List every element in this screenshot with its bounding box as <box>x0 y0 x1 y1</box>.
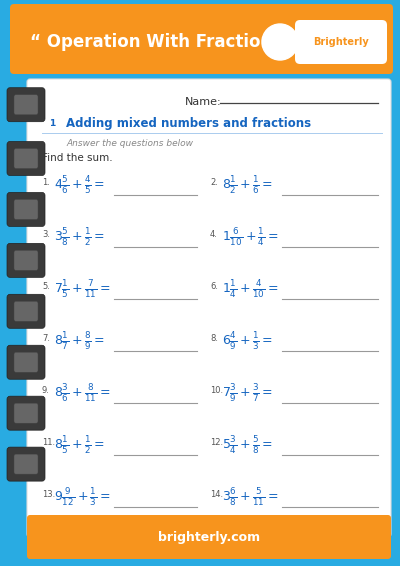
Text: Brighterly: Brighterly <box>313 37 369 47</box>
Text: Answer the questions below: Answer the questions below <box>66 139 193 148</box>
Text: “ Operation With Fractions: “ Operation With Fractions <box>30 33 282 51</box>
Text: Adding mixed numbers and fractions: Adding mixed numbers and fractions <box>66 118 311 131</box>
FancyBboxPatch shape <box>295 20 387 64</box>
FancyBboxPatch shape <box>7 88 45 122</box>
FancyBboxPatch shape <box>14 148 38 169</box>
FancyBboxPatch shape <box>7 243 45 277</box>
Text: 4.: 4. <box>210 230 218 239</box>
Text: $5\frac{3}{4} + \frac{5}{8} =$: $5\frac{3}{4} + \frac{5}{8} =$ <box>222 434 273 456</box>
FancyBboxPatch shape <box>14 301 38 321</box>
Text: 14.: 14. <box>210 490 223 499</box>
Text: $3\frac{6}{8} + \frac{5}{11} =$: $3\frac{6}{8} + \frac{5}{11} =$ <box>222 486 279 508</box>
Text: 5.: 5. <box>42 282 50 291</box>
Text: 6.: 6. <box>210 282 218 291</box>
FancyBboxPatch shape <box>14 95 38 115</box>
Text: 8.: 8. <box>210 334 218 343</box>
Text: $8\frac{1}{5} + \frac{1}{2} =$: $8\frac{1}{5} + \frac{1}{2} =$ <box>54 434 105 456</box>
FancyBboxPatch shape <box>14 250 38 271</box>
Text: $8\frac{1}{7} + \frac{8}{9} =$: $8\frac{1}{7} + \frac{8}{9} =$ <box>54 330 105 352</box>
Text: $1\frac{1}{4} + \frac{4}{10} =$: $1\frac{1}{4} + \frac{4}{10} =$ <box>222 278 279 300</box>
Circle shape <box>262 24 298 60</box>
Text: $7\frac{1}{5} + \frac{7}{11} =$: $7\frac{1}{5} + \frac{7}{11} =$ <box>54 278 111 300</box>
Text: $6\frac{4}{9} + \frac{1}{3} =$: $6\frac{4}{9} + \frac{1}{3} =$ <box>222 330 273 352</box>
Text: $8\frac{3}{6} + \frac{8}{11} =$: $8\frac{3}{6} + \frac{8}{11} =$ <box>54 382 111 404</box>
Text: 11.: 11. <box>42 438 55 447</box>
Text: $3\frac{5}{8} + \frac{1}{2} =$: $3\frac{5}{8} + \frac{1}{2} =$ <box>54 226 105 248</box>
Text: 13.: 13. <box>42 490 55 499</box>
FancyBboxPatch shape <box>7 192 45 226</box>
Text: $9\frac{9}{12} + \frac{1}{3} =$: $9\frac{9}{12} + \frac{1}{3} =$ <box>54 486 111 508</box>
FancyBboxPatch shape <box>14 403 38 423</box>
Text: $4\frac{5}{6} + \frac{4}{5} =$: $4\frac{5}{6} + \frac{4}{5} =$ <box>54 174 105 196</box>
FancyBboxPatch shape <box>7 294 45 328</box>
FancyBboxPatch shape <box>7 396 45 430</box>
Text: Name:: Name: <box>185 97 222 107</box>
Text: 3.: 3. <box>42 230 50 239</box>
Text: $8\frac{1}{2} + \frac{1}{6} =$: $8\frac{1}{2} + \frac{1}{6} =$ <box>222 174 273 196</box>
Text: 1: 1 <box>49 119 55 128</box>
Text: $7\frac{3}{9} + \frac{3}{7} =$: $7\frac{3}{9} + \frac{3}{7} =$ <box>222 382 273 404</box>
Text: 9.: 9. <box>42 386 50 395</box>
FancyBboxPatch shape <box>7 447 45 481</box>
Text: 7.: 7. <box>42 334 50 343</box>
FancyBboxPatch shape <box>14 352 38 372</box>
Text: 2.: 2. <box>210 178 218 187</box>
FancyBboxPatch shape <box>10 4 393 74</box>
FancyBboxPatch shape <box>14 454 38 474</box>
Text: 1.: 1. <box>42 178 50 187</box>
Text: 12.: 12. <box>210 438 223 447</box>
FancyBboxPatch shape <box>7 345 45 379</box>
Text: brighterly.com: brighterly.com <box>158 530 260 543</box>
FancyBboxPatch shape <box>27 79 391 537</box>
FancyBboxPatch shape <box>7 142 45 175</box>
Text: 10.: 10. <box>210 386 223 395</box>
Text: $1\frac{6}{10} + \frac{1}{4} =$: $1\frac{6}{10} + \frac{1}{4} =$ <box>222 226 279 248</box>
Text: Find the sum.: Find the sum. <box>42 153 113 163</box>
FancyBboxPatch shape <box>27 515 391 559</box>
FancyBboxPatch shape <box>14 199 38 220</box>
